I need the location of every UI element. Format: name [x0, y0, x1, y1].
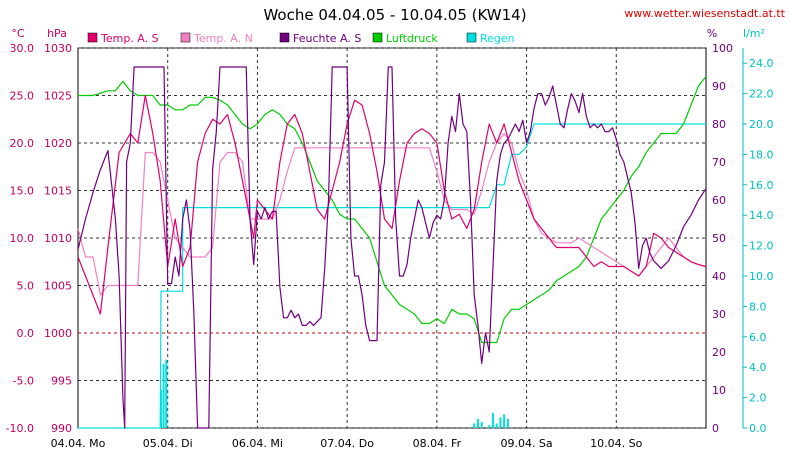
- x-tick-label: 04.04. Mo: [51, 437, 106, 450]
- legend: Temp. A. S Temp. A. N Feuchte A. S Luftdruc…: [87, 32, 515, 45]
- humidity-line: [77, 66, 707, 429]
- rain-bar: [506, 418, 509, 428]
- rain-tick-label: 16.0: [749, 179, 774, 192]
- rain-bar: [480, 421, 483, 428]
- rain-bar: [165, 359, 168, 428]
- humidity-tick-label: 50: [712, 232, 726, 245]
- rain-tick-label: 4.0: [749, 361, 767, 374]
- temp-axis-title: °C: [11, 27, 25, 40]
- legend-swatch: [87, 32, 98, 43]
- axes: -10.0 -5.0 0.0 5.0 10.0 15.0 20.0 25.0 30.0 990 99…: [6, 42, 774, 450]
- humidity-axis-title: %: [707, 27, 717, 40]
- humidity-tick-label: 60: [712, 194, 726, 207]
- legend-label: Regen: [480, 32, 515, 45]
- rain-tick-label: 24.0: [749, 57, 774, 70]
- rain-tick-label: 6.0: [749, 331, 767, 344]
- pressure-tick-label: 1000: [44, 327, 72, 340]
- pressure-tick-label: 990: [51, 422, 72, 435]
- pressure-tick-label: 1025: [44, 90, 72, 103]
- humidity-tick-label: 80: [712, 118, 726, 131]
- rain-tick-label: 12.0: [749, 240, 774, 253]
- rain-tick-label: 18.0: [749, 148, 774, 161]
- legend-swatch: [466, 32, 477, 43]
- humidity-tick-label: 0: [712, 422, 719, 435]
- pressure-tick-label: 1030: [44, 42, 72, 55]
- pressure-line: [78, 76, 707, 344]
- rain-bar: [499, 417, 502, 428]
- temp-tick-label: 20.0: [10, 137, 35, 150]
- humidity-tick-label: 10: [712, 384, 726, 397]
- legend-swatch: [180, 32, 191, 43]
- pressure-axis-title: hPa: [47, 27, 67, 40]
- rain-cumulative-line: [78, 123, 706, 429]
- temp-tick-label: 10.0: [10, 232, 35, 245]
- pressure-tick-label: 1005: [44, 280, 72, 293]
- x-tick-label: 09.04. Sa: [500, 437, 552, 450]
- x-tick-label: 08.04. Fr: [413, 437, 462, 450]
- x-tick-label: 05.04. Di: [143, 437, 193, 450]
- rain-tick-label: 20.0: [749, 118, 774, 131]
- pressure-tick-label: 1010: [44, 232, 72, 245]
- rain-bar: [476, 418, 479, 428]
- temp-tick-label: 30.0: [10, 42, 35, 55]
- humidity-tick-label: 20: [712, 346, 726, 359]
- source-label: www.wetter.wiesenstadt.at.tt: [624, 7, 785, 20]
- rain-bar: [503, 414, 506, 428]
- rain-bar: [491, 412, 494, 428]
- rain-tick-label: 14.0: [749, 209, 774, 222]
- temp-tick-label: -10.0: [6, 422, 34, 435]
- legend-swatch: [279, 32, 290, 43]
- legend-label: Temp. A. N: [193, 32, 253, 45]
- temp-tick-label: 5.0: [17, 280, 35, 293]
- chart-title: Woche 04.04.05 - 10.04.05 (KW14): [263, 6, 526, 24]
- legend-label: Feuchte A. S: [293, 32, 361, 45]
- humidity-tick-label: 30: [712, 308, 726, 321]
- temp-tick-label: 15.0: [10, 185, 35, 198]
- rain-bar: [162, 364, 165, 428]
- humidity-tick-label: 90: [712, 80, 726, 93]
- rain-bar: [159, 390, 162, 428]
- humidity-tick-label: 70: [712, 156, 726, 169]
- temp-north-line: [77, 132, 707, 296]
- temp-tick-label: 0.0: [17, 327, 35, 340]
- rain-tick-label: 10.0: [749, 270, 774, 283]
- rain-bar: [473, 423, 476, 428]
- rain-tick-label: 0.0: [749, 422, 767, 435]
- rain-bars: [159, 359, 509, 428]
- legend-swatch: [372, 32, 383, 43]
- legend-label: Temp. A. S: [100, 32, 159, 45]
- humidity-tick-label: 100: [712, 42, 733, 55]
- series-lines: [77, 66, 707, 429]
- rain-bar: [488, 424, 491, 428]
- humidity-tick-label: 40: [712, 270, 726, 283]
- x-tick-label: 10.04. So: [590, 437, 642, 450]
- temp-tick-label: 25.0: [10, 90, 35, 103]
- pressure-tick-label: 1020: [44, 137, 72, 150]
- pressure-tick-label: 1015: [44, 185, 72, 198]
- rain-tick-label: 8.0: [749, 300, 767, 313]
- pressure-tick-label: 995: [51, 375, 72, 388]
- temp-tick-label: -5.0: [13, 375, 34, 388]
- x-tick-label: 07.04. Do: [320, 437, 374, 450]
- rain-axis-title: l/m²: [743, 27, 765, 40]
- rain-tick-label: 2.0: [749, 392, 767, 405]
- rain-bar: [495, 423, 498, 428]
- legend-label: Luftdruck: [386, 32, 438, 45]
- rain-tick-label: 22.0: [749, 88, 774, 101]
- x-tick-label: 06.04. Mi: [232, 437, 283, 450]
